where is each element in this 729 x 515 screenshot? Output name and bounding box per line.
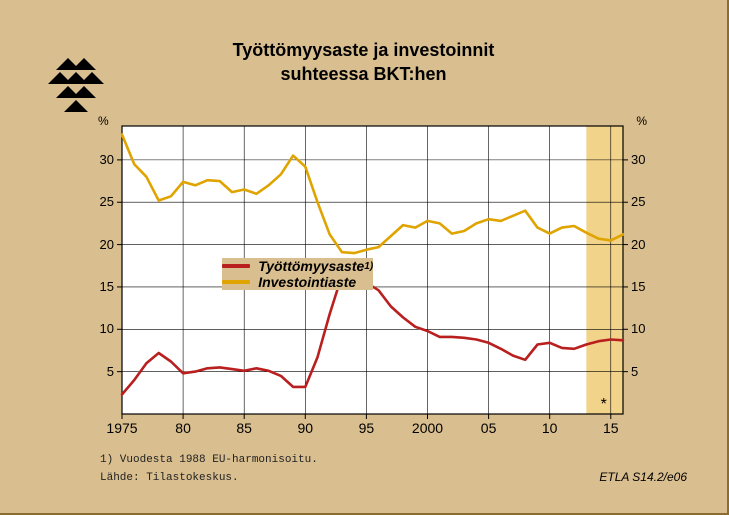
legend-swatch bbox=[222, 280, 250, 284]
y-tick-label: 30 bbox=[84, 152, 114, 167]
legend-label: Investointiaste bbox=[258, 274, 356, 290]
footnote-source: Lähde: Tilastokeskus. bbox=[100, 472, 239, 484]
y-tick-label: 10 bbox=[84, 321, 114, 336]
chart-title-line1: Työttömyysaste ja investoinnit bbox=[0, 40, 727, 61]
x-tick-label: 1975 bbox=[106, 420, 137, 436]
x-tick-label: 2000 bbox=[412, 420, 443, 436]
legend-swatch bbox=[222, 264, 250, 268]
chart-frame: Työttömyysaste ja investoinnit suhteessa… bbox=[0, 0, 729, 515]
forecast-marker: * bbox=[601, 396, 607, 414]
x-tick-label: 90 bbox=[297, 420, 313, 436]
y-tick-label-right: 25 bbox=[631, 194, 645, 209]
y-tick-label: 15 bbox=[84, 279, 114, 294]
chart-title-line2: suhteessa BKT:hen bbox=[0, 64, 727, 85]
legend-label: Työttömyysaste bbox=[258, 258, 364, 274]
credit: ETLA S14.2/e06 bbox=[599, 470, 687, 484]
x-tick-label: 05 bbox=[481, 420, 497, 436]
y-tick-label-right: 15 bbox=[631, 279, 645, 294]
etla-logo bbox=[48, 52, 118, 122]
y-unit-left: % bbox=[98, 114, 109, 128]
y-tick-label: 25 bbox=[84, 194, 114, 209]
y-tick-label: 20 bbox=[84, 237, 114, 252]
legend-item-investointiaste: Investointiaste bbox=[222, 274, 373, 290]
x-tick-label: 85 bbox=[236, 420, 252, 436]
footnote-1: 1) Vuodesta 1988 EU-harmonisoitu. bbox=[100, 454, 318, 466]
x-tick-label: 80 bbox=[175, 420, 191, 436]
y-tick-label: 5 bbox=[84, 364, 114, 379]
y-tick-label-right: 30 bbox=[631, 152, 645, 167]
legend: Työttömyysaste1)Investointiaste bbox=[222, 258, 373, 290]
legend-item-tyottomyysaste: Työttömyysaste1) bbox=[222, 258, 373, 274]
y-unit-right: % bbox=[636, 114, 647, 128]
legend-super: 1) bbox=[364, 261, 373, 272]
y-tick-label-right: 10 bbox=[631, 321, 645, 336]
y-tick-label-right: 5 bbox=[631, 364, 638, 379]
chart-area: % % 51015202530 51015202530 197580859095… bbox=[100, 120, 645, 430]
x-tick-label: 95 bbox=[359, 420, 375, 436]
x-tick-label: 15 bbox=[603, 420, 619, 436]
x-tick-label: 10 bbox=[542, 420, 558, 436]
y-tick-label-right: 20 bbox=[631, 237, 645, 252]
